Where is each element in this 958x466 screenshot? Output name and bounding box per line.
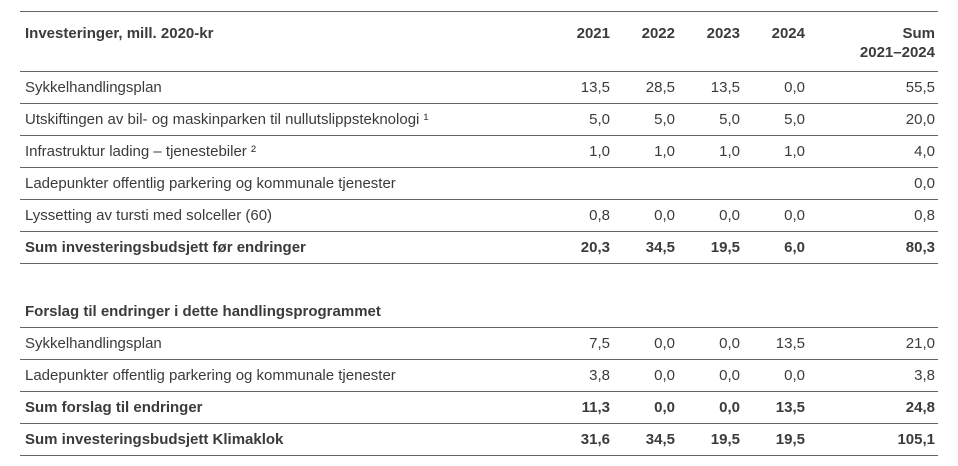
table-row-sum-forslag: Sum forslag til endringer 11,3 0,0 0,0 1… <box>20 392 938 424</box>
cell-sum: 0,8 <box>914 207 935 224</box>
table-row-ladepunkter: Ladepunkter offentlig parkering og kommu… <box>20 168 938 200</box>
cell-2023: 0,0 <box>719 207 740 224</box>
cell-2022: 5,0 <box>654 111 675 128</box>
cell-2021: 13,5 <box>580 79 610 96</box>
row-label: Ladepunkter offentlig parkering og kommu… <box>25 175 396 192</box>
cell-2023: 0,0 <box>719 335 740 352</box>
column-header-sum: Sum 2021–2024 <box>805 12 938 62</box>
table-row-sum-foer-endringer: Sum investeringsbudsjett før endringer 2… <box>20 232 938 264</box>
cell-2024: 6,0 <box>784 239 805 256</box>
table-row-sykkelhandlingsplan-endring: Sykkelhandlingsplan 7,5 0,0 0,0 13,5 21,… <box>20 328 938 360</box>
cell-2024: 5,0 <box>784 111 805 128</box>
cell-2024: 1,0 <box>784 143 805 160</box>
column-header-sum-line2: 2021–2024 <box>859 44 935 61</box>
cell-2023: 0,0 <box>719 399 740 416</box>
column-header-2021: 2021 <box>576 25 610 42</box>
column-header-sum-line1: Sum <box>902 25 935 42</box>
cell-sum: 21,0 <box>905 335 935 352</box>
cell-sum: 80,3 <box>905 239 935 256</box>
investment-budget-table: Investeringer, mill. 2020-kr 2021 2022 2… <box>20 11 938 456</box>
table-row-utskiftingen-bilpark: Utskiftingen av bil- og maskinparken til… <box>20 104 938 136</box>
cell-2021: 11,3 <box>581 399 610 416</box>
table-row-ladepunkter-endring: Ladepunkter offentlig parkering og kommu… <box>20 360 938 392</box>
cell-2022: 0,0 <box>654 399 675 416</box>
cell-2022: 1,0 <box>654 143 675 160</box>
cell-2024: 19,5 <box>775 431 805 448</box>
cell-2021: 20,3 <box>580 239 610 256</box>
cell-2023: 19,5 <box>710 239 740 256</box>
row-label: Ladepunkter offentlig parkering og kommu… <box>25 367 396 384</box>
cell-2022: 0,0 <box>654 207 675 224</box>
cell-2022: 34,5 <box>645 431 675 448</box>
column-header-2022: 2022 <box>641 25 675 42</box>
column-header-2023: 2023 <box>706 25 740 42</box>
cell-2021: 0,8 <box>589 207 610 224</box>
table-title: Investeringer, mill. 2020-kr <box>25 25 214 42</box>
row-label: Sum forslag til endringer <box>25 399 203 416</box>
cell-2022: 0,0 <box>654 335 675 352</box>
cell-2024: 13,5 <box>775 335 805 352</box>
row-label: Sum investeringsbudsjett før endringer <box>25 239 306 256</box>
cell-2024: 0,0 <box>784 207 805 224</box>
row-label: Infrastruktur lading – tjenestebiler ² <box>25 143 256 160</box>
cell-2021: 1,0 <box>589 143 610 160</box>
row-label: Lyssetting av tursti med solceller (60) <box>25 207 273 224</box>
cell-2022: 34,5 <box>645 239 675 256</box>
cell-2021: 31,6 <box>580 431 610 448</box>
cell-2022: 28,5 <box>645 79 675 96</box>
cell-2023: 5,0 <box>719 111 740 128</box>
cell-2023: 19,5 <box>710 431 740 448</box>
section2-title: Forslag til endringer i dette handlingsp… <box>25 302 381 320</box>
cell-2024: 0,0 <box>784 367 805 384</box>
cell-2022: 0,0 <box>654 367 675 384</box>
table-row-infrastruktur-lading: Infrastruktur lading – tjenestebiler ² 1… <box>20 136 938 168</box>
table-row-lyssetting: Lyssetting av tursti med solceller (60) … <box>20 200 938 232</box>
cell-2021: 7,5 <box>589 335 610 352</box>
cell-sum: 24,8 <box>905 399 935 416</box>
cell-2021: 5,0 <box>589 111 610 128</box>
section-gap <box>20 264 938 295</box>
row-label: Sum investeringsbudsjett Klimaklok <box>25 431 284 448</box>
cell-2021: 3,8 <box>589 367 610 384</box>
cell-2024: 13,5 <box>775 399 805 416</box>
cell-sum: 105,1 <box>897 431 935 448</box>
cell-2023: 1,0 <box>719 143 740 160</box>
cell-sum: 20,0 <box>905 111 935 128</box>
table-header-row: Investeringer, mill. 2020-kr 2021 2022 2… <box>20 12 938 72</box>
cell-sum: 55,5 <box>905 79 935 96</box>
row-label: Sykkelhandlingsplan <box>25 79 162 96</box>
cell-2023: 13,5 <box>710 79 740 96</box>
table-row-sykkelhandlingsplan: Sykkelhandlingsplan 13,5 28,5 13,5 0,0 5… <box>20 72 938 104</box>
cell-sum: 0,0 <box>914 175 935 192</box>
row-label: Utskiftingen av bil- og maskinparken til… <box>25 111 429 128</box>
section2-title-row: Forslag til endringer i dette handlingsp… <box>20 295 938 328</box>
cell-sum: 3,8 <box>914 367 935 384</box>
cell-2023: 0,0 <box>719 367 740 384</box>
cell-2024: 0,0 <box>784 79 805 96</box>
column-header-2024: 2024 <box>771 25 805 42</box>
table-row-sum-klimaklok: Sum investeringsbudsjett Klimaklok 31,6 … <box>20 424 938 456</box>
cell-sum: 4,0 <box>914 143 935 160</box>
row-label: Sykkelhandlingsplan <box>25 335 162 352</box>
